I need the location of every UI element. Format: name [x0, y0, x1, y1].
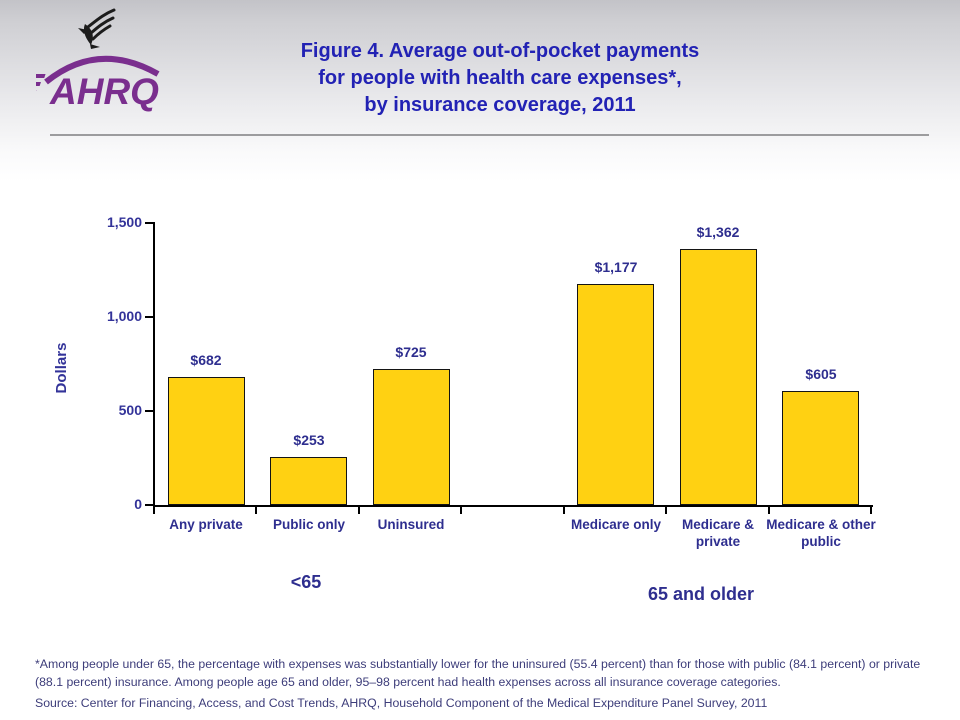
source-text: Source: Center for Financing, Access, an… [35, 696, 768, 710]
category-label: Any private [169, 517, 243, 532]
ahrq-wordmark: AHRQ [36, 55, 160, 112]
x-tick [768, 505, 770, 514]
figure-title: Figure 4. Average out-of-pocket payments… [180, 38, 820, 119]
y-tick [145, 222, 153, 224]
bar [680, 249, 757, 505]
footnotes: *Among people under 65, the percentage w… [35, 655, 937, 712]
bar-value-label: $682 [190, 352, 222, 368]
y-tick-label: 1,500 [106, 214, 142, 230]
x-tick [255, 505, 257, 514]
svg-text:AHRQ: AHRQ [49, 71, 159, 112]
y-tick-label: 1,000 [106, 308, 142, 324]
bar [782, 391, 859, 505]
y-tick-label: 0 [134, 496, 142, 512]
category-label: Public only [272, 517, 345, 532]
bar [270, 457, 347, 505]
group-label-under-65: <65 [290, 572, 322, 592]
y-axis-line [153, 222, 155, 507]
x-tick [358, 505, 360, 514]
ahrq-logo: AHRQ [36, 4, 166, 114]
hhs-eagle-icon [78, 8, 116, 49]
figure-title-line2: for people with health care expenses*, [318, 67, 682, 89]
bar-value-label: $605 [805, 366, 837, 382]
x-axis-line [153, 505, 873, 507]
figure-title-line1: Figure 4. Average out-of-pocket payments [300, 40, 700, 62]
group-label-65-and-older: 65 and older [647, 584, 755, 604]
bar [373, 369, 450, 505]
y-axis-title: Dollars [53, 342, 70, 394]
x-tick [153, 505, 155, 514]
x-tick [460, 505, 462, 514]
x-tick [870, 505, 872, 514]
header-divider [50, 134, 929, 136]
bar [168, 377, 245, 505]
category-label: Medicare & private [681, 517, 755, 549]
figure-title-line3: by insurance coverage, 2011 [364, 94, 636, 116]
bar-value-label: $725 [395, 344, 427, 360]
y-tick [145, 504, 153, 506]
x-tick [665, 505, 667, 514]
bar-value-label: $253 [293, 432, 325, 448]
bar-value-label: $1,177 [594, 259, 638, 275]
category-label: Medicare only [570, 517, 662, 532]
bar-value-label: $1,362 [696, 224, 740, 240]
category-label: Uninsured [377, 517, 445, 532]
x-tick [563, 505, 565, 514]
footnote-text: *Among people under 65, the percentage w… [35, 657, 921, 689]
category-label: Medicare & other public [766, 517, 876, 549]
y-tick-label: 500 [118, 402, 142, 418]
y-tick [145, 410, 153, 412]
bar [577, 284, 654, 505]
y-tick [145, 316, 153, 318]
header: AHRQ Figure 4. Average out-of-pocket pay… [0, 0, 960, 182]
